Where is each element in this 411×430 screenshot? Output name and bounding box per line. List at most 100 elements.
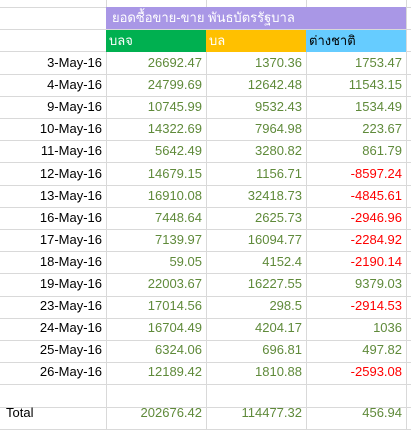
date-cell[interactable]: 12-May-16 — [39, 165, 102, 181]
date-cell[interactable]: 19-May-16 — [39, 276, 102, 291]
fund-cell[interactable]: 24799.69 — [147, 77, 202, 93]
fund-cell[interactable]: 10745.99 — [147, 99, 202, 115]
table-row: 10-May-16 14322.69 7964.98 223.67 — [0, 118, 411, 140]
fund-cell[interactable]: 22003.67 — [147, 276, 202, 291]
table-row: 4-May-16 24799.69 12642.48 11543.15 — [0, 74, 411, 96]
foreign-cell[interactable]: 861.79 — [362, 143, 402, 159]
foreign-cell[interactable]: 223.67 — [362, 121, 402, 137]
broker-cell[interactable]: 1810.88 — [255, 364, 302, 380]
broker-cell[interactable]: 32418.73 — [247, 187, 302, 203]
date-cell[interactable]: 9-May-16 — [47, 99, 102, 115]
gridline — [206, 0, 207, 430]
fund-cell[interactable]: 6324.06 — [155, 342, 202, 358]
total-foreign-cell[interactable]: 456.94 — [362, 405, 402, 420]
broker-cell[interactable]: 696.81 — [262, 342, 302, 358]
gridline — [406, 0, 407, 430]
foreign-cell[interactable]: -2914.53 — [350, 298, 402, 314]
gridline — [0, 384, 411, 386]
foreign-cell[interactable]: -2593.08 — [350, 364, 402, 380]
fund-cell[interactable]: 7448.64 — [155, 209, 202, 225]
fund-cell[interactable]: 7139.97 — [155, 231, 202, 247]
foreign-cell[interactable]: -2946.96 — [350, 209, 402, 225]
date-cell[interactable]: 11-May-16 — [40, 143, 102, 159]
total-row: 202676.42 114477.32 456.94 — [0, 402, 411, 424]
fund-cell[interactable]: 14679.15 — [147, 165, 202, 181]
gridline — [0, 73, 411, 75]
date-cell[interactable]: 17-May-16 — [39, 231, 102, 247]
gridline — [0, 118, 411, 119]
gridline — [0, 317, 411, 319]
foreign-cell[interactable]: 1036 — [373, 320, 402, 336]
gridline — [0, 162, 411, 164]
date-cell[interactable]: 25-May-16 — [39, 342, 102, 358]
broker-cell[interactable]: 1370.36 — [255, 55, 302, 70]
fund-cell[interactable]: 16704.49 — [147, 320, 202, 336]
gridline — [0, 251, 411, 253]
column-header-foreign[interactable]: ต่างชาติ — [306, 30, 406, 52]
broker-cell[interactable]: 16227.55 — [247, 276, 302, 291]
gridline — [0, 273, 411, 275]
gridline — [0, 406, 411, 408]
table-row: 25-May-16 6324.06 696.81 497.82 — [0, 339, 411, 361]
table-row: 16-May-16 7448.64 2625.73 -2946.96 — [0, 207, 411, 229]
date-cell[interactable]: 16-May-16 — [39, 209, 102, 225]
fund-cell[interactable]: 12189.42 — [147, 364, 202, 380]
date-cell[interactable]: 24-May-16 — [39, 320, 102, 336]
broker-cell[interactable]: 9532.43 — [255, 99, 302, 115]
table-row: 26-May-16 12189.42 1810.88 -2593.08 — [0, 361, 411, 383]
broker-cell[interactable]: 1156.71 — [255, 165, 302, 181]
gridline — [0, 184, 411, 186]
table-row: 13-May-16 16910.08 32418.73 -4845.61 — [0, 185, 411, 207]
gridline — [0, 362, 411, 364]
date-cell[interactable]: 4-May-16 — [47, 77, 102, 93]
foreign-cell[interactable]: 1534.49 — [355, 99, 402, 115]
total-fund-cell[interactable]: 202676.42 — [140, 405, 202, 420]
gridline — [306, 0, 307, 430]
total-label[interactable]: Total — [6, 405, 34, 420]
date-cell[interactable]: 10-May-16 — [39, 121, 102, 137]
table-row: 23-May-16 17014.56 298.5 -2914.53 — [0, 295, 411, 317]
broker-cell[interactable]: 4152.4 — [262, 253, 302, 269]
broker-cell[interactable]: 3280.82 — [255, 143, 302, 159]
fund-cell[interactable]: 59.05 — [169, 253, 202, 269]
table-row: 3-May-16 26692.47 1370.36 1753.47 — [0, 52, 411, 74]
broker-cell[interactable]: 298.5 — [269, 298, 302, 314]
foreign-cell[interactable]: 11543.15 — [348, 77, 402, 93]
fund-cell[interactable]: 26692.47 — [147, 55, 202, 70]
date-cell[interactable]: 26-May-16 — [39, 364, 102, 380]
gridline — [0, 95, 411, 97]
broker-cell[interactable]: 7964.98 — [255, 121, 302, 137]
broker-cell[interactable]: 16094.77 — [247, 231, 302, 247]
gridline — [106, 0, 107, 430]
foreign-cell[interactable]: -8597.24 — [350, 165, 402, 181]
fund-cell[interactable]: 16910.08 — [147, 187, 202, 203]
table-row: 11-May-16 5642.49 3280.82 861.79 — [0, 140, 411, 162]
date-cell[interactable]: 23-May-16 — [39, 298, 102, 314]
date-cell[interactable]: 3-May-16 — [47, 55, 102, 70]
foreign-cell[interactable]: 1753.47 — [355, 55, 402, 70]
fund-cell[interactable]: 14322.69 — [147, 121, 202, 137]
broker-cell[interactable]: 12642.48 — [247, 77, 302, 93]
broker-cell[interactable]: 4204.17 — [255, 320, 302, 336]
broker-cell[interactable]: 2625.73 — [255, 209, 302, 225]
date-cell[interactable]: 18-May-16 — [39, 253, 102, 269]
column-header-broker[interactable]: บล — [206, 30, 306, 52]
total-broker-cell[interactable]: 114477.32 — [241, 405, 303, 420]
foreign-cell[interactable]: 9379.03 — [355, 276, 402, 291]
fund-cell[interactable]: 5642.49 — [155, 143, 202, 159]
table-row: 12-May-16 14679.15 1156.71 -8597.24 — [0, 163, 411, 185]
column-header-fund[interactable]: บลจ — [106, 30, 206, 52]
foreign-cell[interactable]: -2190.14 — [350, 253, 402, 269]
foreign-cell[interactable]: -2284.92 — [350, 231, 402, 247]
gridline — [0, 229, 411, 230]
table-row: 24-May-16 16704.49 4204.17 1036 — [0, 317, 411, 339]
foreign-cell[interactable]: 497.82 — [362, 342, 402, 358]
table-title[interactable]: ยอดซื้อขาย-ขาย พันธบัตรรัฐบาล — [106, 7, 406, 29]
fund-cell[interactable]: 17014.56 — [147, 298, 202, 314]
date-cell[interactable]: 13-May-16 — [39, 187, 102, 203]
gridline — [0, 206, 411, 208]
table-row: 9-May-16 10745.99 9532.43 1534.49 — [0, 96, 411, 118]
foreign-cell[interactable]: -4845.61 — [350, 187, 402, 203]
gridline — [0, 140, 411, 142]
